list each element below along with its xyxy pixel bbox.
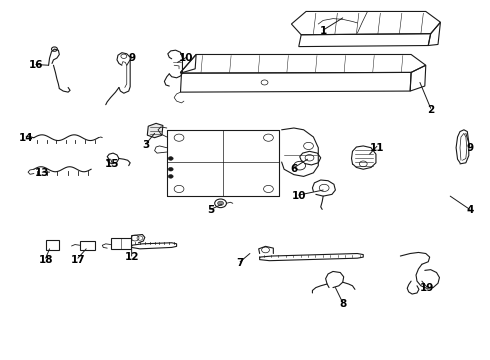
Bar (46, 240, 59, 250)
Text: 9: 9 (466, 143, 473, 153)
Text: 5: 5 (207, 206, 215, 216)
Text: 7: 7 (237, 258, 244, 268)
Circle shape (168, 167, 173, 171)
Text: 12: 12 (124, 252, 139, 262)
Text: 4: 4 (466, 206, 473, 216)
Text: 10: 10 (179, 53, 194, 63)
Bar (111, 238, 131, 249)
Text: 19: 19 (419, 283, 434, 293)
Circle shape (168, 175, 173, 178)
Text: 8: 8 (339, 299, 346, 309)
Text: 11: 11 (369, 143, 384, 153)
Text: 2: 2 (427, 105, 434, 115)
Text: 10: 10 (292, 191, 306, 201)
Text: 13: 13 (35, 168, 49, 178)
Text: 6: 6 (290, 164, 297, 174)
Text: 3: 3 (143, 140, 150, 150)
Text: 16: 16 (28, 60, 43, 70)
Circle shape (168, 157, 173, 160)
Polygon shape (147, 123, 163, 138)
Text: 15: 15 (105, 159, 120, 169)
Text: 9: 9 (128, 53, 135, 63)
Text: 1: 1 (319, 26, 327, 36)
Text: 14: 14 (19, 133, 33, 143)
Circle shape (218, 201, 223, 206)
Text: 18: 18 (38, 255, 53, 265)
Text: 17: 17 (71, 255, 85, 265)
Bar (80, 241, 95, 250)
